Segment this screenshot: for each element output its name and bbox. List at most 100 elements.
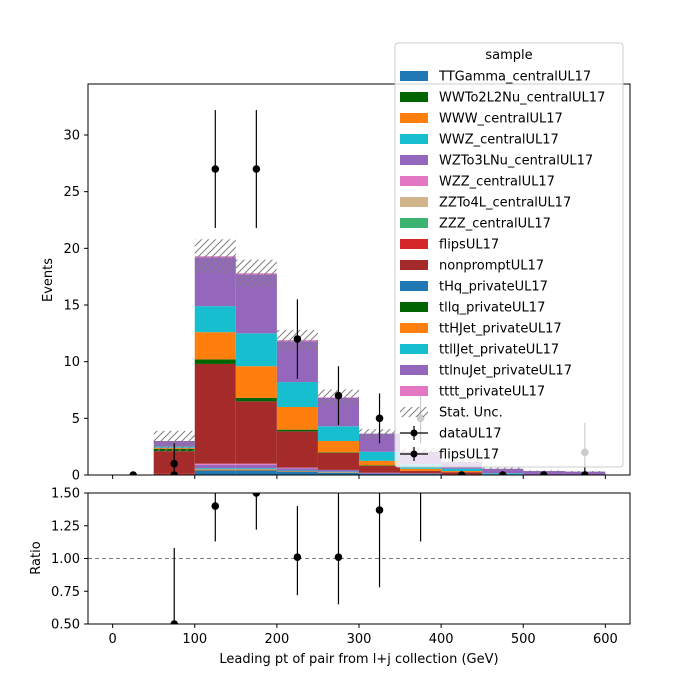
y-tick-label: 15 [63,299,80,314]
data-point [293,335,302,343]
data-point [211,165,220,173]
data-point [170,459,179,468]
y-tick-label: 30 [63,129,80,144]
bar [276,471,318,472]
bar [194,464,236,469]
legend-title: sample [485,48,532,63]
stat-unc-box [153,430,195,452]
ratio-point-group [334,493,343,605]
legend-item: TTGamma_centralUL17 [400,70,591,85]
bar [400,471,442,474]
bar [317,452,359,453]
bar [317,469,359,472]
ratio-point [211,502,220,510]
bar [276,407,318,430]
y-tick-label: 1.50 [51,487,80,502]
legend: sample TTGamma_centralUL17 WWTo2L2Nu_cent… [394,42,624,468]
legend-label: ZZZ_centralUL17 [439,217,551,232]
ratio-point [252,493,261,497]
legend-item: nonpromptUL17 [400,259,544,274]
legend-swatch [400,344,428,354]
legend-label: ttlnuJet_privateUL17 [439,364,572,379]
stat-unc-box [194,239,236,274]
y-tick-label: 20 [63,242,80,257]
x-tick-label: 500 [511,632,536,647]
legend-item: WWZ_centralUL17 [400,133,559,148]
legend-swatch [400,302,428,312]
legend-swatch [400,323,428,333]
legend-label: WZTo3LNu_centralUL17 [439,154,593,169]
bar [194,332,236,360]
legend-label: ttHJet_privateUL17 [439,322,562,337]
bar [276,470,318,472]
ratio-points [170,476,425,624]
series-tthjet-privateul17 [153,332,524,475]
legend-label: ZZTo4L_centralUL17 [439,196,571,211]
legend-item: ttllJet_privateUL17 [400,343,559,358]
series-wwz-centralul17 [194,468,359,473]
main-x-ticks [112,475,606,479]
ratio-point [334,553,343,561]
legend-item: WWW_centralUL17 [400,112,563,127]
y-tick-label: 0.50 [51,618,80,633]
bar [194,468,236,470]
bar [276,468,318,471]
legend-marker [410,429,418,437]
bar [276,467,318,469]
legend-label: WWZ_centralUL17 [439,133,559,148]
legend-swatch [400,197,428,207]
data-point [170,471,179,475]
bar [400,468,442,472]
legend-item: tHq_privateUL17 [400,280,548,295]
legend-swatch [400,92,428,102]
legend-label: tHq_privateUL17 [439,280,548,295]
legend-marker [410,450,418,458]
y-tick-label: 0.75 [51,585,80,600]
ratio-point-group [211,493,220,542]
bar [400,473,442,475]
ratio-y-axis-label: Ratio [29,541,44,574]
stat-unc-box [482,467,524,470]
bar [235,468,277,470]
bar [276,431,318,468]
ratio-x-axis-label: Leading pt of pair from l+j collection (… [219,652,498,667]
legend-label: dataUL17 [439,427,502,442]
x-tick-label: 100 [182,632,207,647]
data-point [498,471,507,475]
bar [317,441,359,453]
legend-swatch [400,365,428,375]
series-www-centralul17 [194,469,359,473]
legend-swatch [400,260,428,270]
y-tick-label: 10 [63,355,80,370]
legend-item: WZZ_centralUL17 [400,175,555,190]
bar [359,451,401,461]
legend-swatch [400,113,428,123]
bar [235,333,277,367]
bar [359,472,401,474]
data-point [375,414,384,423]
main-y-axis-label: Events [41,258,56,302]
ratio-axes-frame [87,492,631,625]
legend-item: tllq_privateUL17 [400,301,545,316]
legend-item: ZZZ_centralUL17 [400,217,551,232]
legend-item: dataUL17 [400,426,502,442]
bar [482,468,524,474]
ratio-point [417,476,425,484]
y-tick-label: 1.00 [51,552,80,567]
ratio-point-group [170,548,179,624]
bar [235,464,277,469]
x-tick-label: 200 [264,632,289,647]
legend-label: tllq_privateUL17 [439,301,545,316]
legend-item: flipsUL17 [400,238,499,253]
bar [194,469,236,471]
data-point [457,471,466,475]
legend-swatch [400,134,428,144]
legend-swatch [400,155,428,165]
bar [194,359,236,364]
legend-swatch [400,71,428,81]
legend-swatch [400,407,428,417]
main-plot-panel: 0 5 10 15 20 25 30 Events [41,83,631,484]
ratio-point-group [375,493,384,588]
bar [359,473,401,475]
